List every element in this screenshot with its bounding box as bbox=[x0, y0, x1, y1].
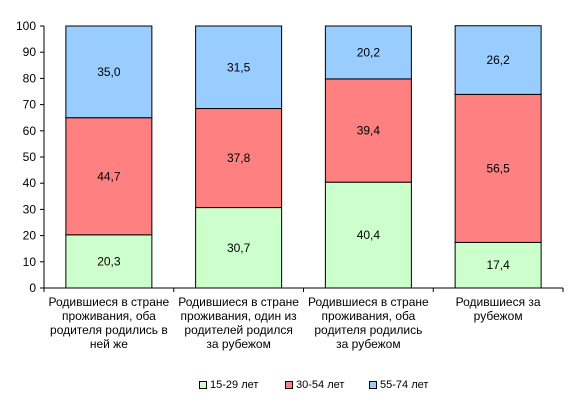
category-label-1: Родившиеся в стране проживания, оба родите… bbox=[44, 295, 174, 351]
y-tick-label-6: 60 bbox=[23, 124, 37, 138]
bar-2-2 bbox=[195, 108, 283, 209]
data-label-1-1: 20,3 bbox=[97, 254, 121, 268]
legend-label-2: 30-54 лет bbox=[296, 379, 345, 391]
legend-label-1: 15-29 лет bbox=[210, 379, 259, 391]
legend-item-1: 15-29 лет bbox=[199, 379, 258, 391]
category-label-line: за рубежом bbox=[206, 337, 271, 351]
category-label-line: родителя родились bbox=[314, 323, 423, 337]
bar-1-2 bbox=[195, 207, 283, 289]
data-label-3-4: 26,2 bbox=[486, 53, 510, 67]
bar-2-3 bbox=[324, 78, 412, 183]
category-label-line: рубежом bbox=[473, 309, 523, 323]
category-label-line: Родившиеся в стране bbox=[178, 295, 299, 309]
category-label-line: Родившиеся за bbox=[455, 295, 541, 309]
y-tick-label-10: 100 bbox=[16, 19, 36, 33]
y-tick-label-3: 30 bbox=[23, 202, 37, 216]
category-label-4: Родившиеся за рубежом bbox=[433, 295, 563, 323]
category-label-line: ней же bbox=[89, 337, 128, 351]
legend: 15-29 лет 30-54 лет 55-74 лет bbox=[0, 379, 571, 395]
y-tick-label-7: 70 bbox=[23, 98, 37, 112]
bar-3-1 bbox=[65, 25, 153, 119]
category-label-line: родителя родились в bbox=[50, 323, 168, 337]
category-label-line: проживания, один из bbox=[180, 309, 297, 323]
y-tick-label-9: 90 bbox=[23, 45, 37, 59]
y-tick-label-1: 10 bbox=[23, 255, 37, 269]
data-label-2-3: 39,4 bbox=[357, 124, 381, 138]
legend-swatch-3 bbox=[369, 381, 377, 389]
category-label-line: за рубежом bbox=[336, 337, 401, 351]
bar-1-1 bbox=[65, 234, 153, 289]
category-label-3: Родившиеся в стране проживания, оба родите… bbox=[303, 295, 433, 351]
data-label-1-4: 17,4 bbox=[486, 258, 510, 272]
legend-swatch-1 bbox=[199, 381, 207, 389]
legend-item-3: 55-74 лет bbox=[369, 379, 428, 391]
y-tick-label-5: 50 bbox=[23, 150, 37, 164]
bars-group bbox=[65, 25, 542, 289]
category-label-line: проживания, оба bbox=[61, 309, 156, 323]
bar-3-2 bbox=[195, 25, 283, 110]
bar-2-4 bbox=[454, 93, 542, 243]
x-axis bbox=[43, 287, 564, 292]
category-label-line: проживания, оба bbox=[321, 309, 416, 323]
y-tick-label-0: 0 bbox=[29, 281, 36, 295]
y-tick-label-2: 20 bbox=[23, 229, 37, 243]
category-label-line: Родившиеся в стране bbox=[308, 295, 429, 309]
data-label-2-4: 56,5 bbox=[486, 161, 510, 175]
category-label-2: Родившиеся в стране проживания, один из ро… bbox=[174, 295, 304, 351]
data-label-3-3: 20,2 bbox=[357, 45, 381, 59]
y-tick-label-4: 40 bbox=[23, 176, 37, 190]
category-label-line: Родившиеся в стране bbox=[48, 295, 170, 309]
data-label-1-3: 40,4 bbox=[357, 228, 381, 242]
y-tick-label-8: 80 bbox=[23, 71, 37, 85]
data-label-3-1: 35,0 bbox=[97, 65, 121, 79]
y-axis: 0 10 20 30 40 50 60 70 80 90 100 bbox=[16, 19, 45, 295]
legend-swatch-2 bbox=[285, 381, 293, 389]
bar-3-4 bbox=[454, 25, 542, 95]
bar-3-3 bbox=[324, 25, 412, 80]
bar-1-4 bbox=[454, 241, 542, 289]
legend-item-2: 30-54 лет bbox=[285, 379, 344, 391]
data-label-2-2: 37,8 bbox=[227, 151, 251, 165]
data-label-1-2: 30,7 bbox=[227, 241, 251, 255]
data-label-3-2: 31,5 bbox=[227, 60, 251, 74]
data-labels-group: 20,3 44,7 35,0 30,7 37,8 31,5 40,4 39,4 20,2 17,4… bbox=[97, 45, 510, 272]
legend-label-3: 55-74 лет bbox=[380, 379, 429, 391]
data-label-2-1: 44,7 bbox=[97, 169, 121, 183]
category-label-line: родителей родился bbox=[184, 323, 293, 337]
bar-2-1 bbox=[65, 117, 153, 236]
